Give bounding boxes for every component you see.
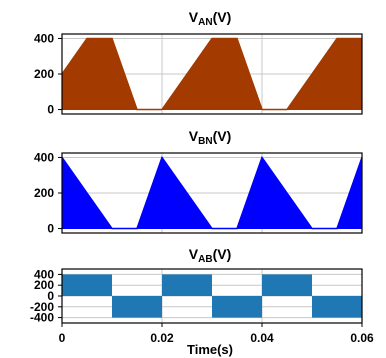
x-axis-label: Time(s) xyxy=(187,342,233,357)
title-vab: VAB(V) xyxy=(189,246,231,265)
vab-bar xyxy=(162,274,212,296)
series-band xyxy=(61,37,363,111)
vab-bar xyxy=(212,296,262,318)
series-line xyxy=(61,155,363,230)
y-tick-label: 0 xyxy=(47,222,54,236)
y-tick-label: 0 xyxy=(47,289,54,303)
y-tick-label: 400 xyxy=(34,31,54,45)
vab-bar xyxy=(62,274,112,296)
y-tick-label: -200 xyxy=(30,300,54,314)
y-tick-label: 200 xyxy=(34,186,54,200)
panel-van: VAN(V) 0 200 400 xyxy=(34,9,363,117)
vab-bar xyxy=(262,274,312,296)
x-tick-label: 0.02 xyxy=(150,331,174,345)
y-tick-label: 200 xyxy=(34,278,54,292)
y-tick-label: 400 xyxy=(34,267,54,281)
title-vbn: VBN(V) xyxy=(189,128,231,147)
vab-bar xyxy=(112,296,162,318)
x-tick-label: 0 xyxy=(59,331,66,345)
vab-bar xyxy=(312,296,362,318)
y-tick-label: 400 xyxy=(34,150,54,164)
x-tick-label: 0.06 xyxy=(350,331,374,345)
series-line xyxy=(61,37,362,111)
y-tick-label: -400 xyxy=(30,311,54,325)
panel-vbn: VBN(V) 0 200 400 xyxy=(34,128,363,236)
title-van: VAN(V) xyxy=(189,9,231,28)
x-tick-label: 0.04 xyxy=(250,331,274,345)
y-tick-label: 200 xyxy=(34,67,54,81)
y-tick-label: 0 xyxy=(47,103,54,117)
